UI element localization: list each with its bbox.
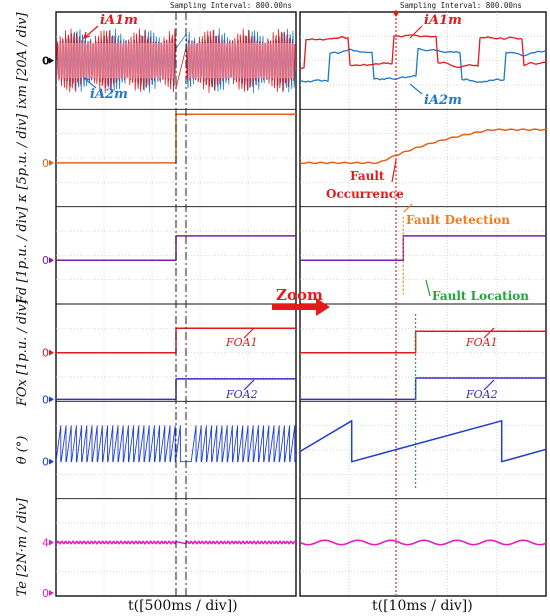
right-panel-traces: [300, 34, 546, 546]
y-axis-label-kappa: κ [5p.u. / div]: [15, 113, 30, 203]
trace-fd-right: [300, 235, 546, 261]
annotation-arrows: [83, 25, 495, 391]
right-panel-grid: [299, 11, 547, 597]
zero-marker-te-arrow-icon: [49, 539, 54, 546]
trace-theta-left: [56, 425, 296, 463]
y-axis-label-te: Te [2N·m / div]: [15, 497, 30, 596]
left-x-axis-label: t([500ms / div]): [128, 598, 238, 614]
zero-marker-ixm-arrow-icon: [49, 57, 54, 64]
arrow-foa2-left: [243, 379, 255, 391]
arrow-fault-occurrence: [391, 159, 397, 183]
zero-marker-extra-te: 0: [42, 587, 49, 600]
arrow-ia2m-left: [83, 77, 97, 89]
trace-envelope-left-2: [188, 43, 294, 79]
zero-marker-kappa: 0: [42, 157, 49, 170]
arrow-head-ia1m-left: [83, 31, 91, 39]
right-x-axis-label: t([10ms / div]): [372, 598, 473, 614]
arrow-ia1m-right: [409, 25, 423, 39]
zero-marker-fd-arrow-icon: [49, 257, 54, 264]
label-foa1-left: FOA1: [225, 336, 258, 349]
zero-marker-fd: 0: [42, 254, 49, 267]
y-axis-label-ixm: ixm [20A / div]: [15, 11, 30, 108]
fault-occurrence-label-2: Occurrence: [326, 187, 404, 201]
label-foa1-right: FOA1: [465, 336, 498, 349]
arrow-foa1-right: [483, 327, 495, 339]
label-foa2-left: FOA2: [225, 388, 258, 401]
arrow-head-ia2m-left: [83, 77, 91, 84]
zero-marker-ixm: 0: [42, 55, 50, 68]
zero-marker-te: 4: [42, 536, 49, 549]
left-panel-traces: [56, 28, 296, 545]
zero-marker-theta-arrow-icon: [49, 458, 54, 465]
label-ia1m-right: iA1m: [424, 13, 462, 28]
y-axis-label-fox: FOx [1p.u. / div]: [15, 298, 30, 407]
zero-marker-fox: 0: [42, 347, 49, 360]
arrow-foa2-right: [483, 379, 495, 391]
trace-envelope-left-1: [58, 43, 174, 79]
arrow-fault-detection: [403, 203, 413, 213]
y-axis-label-fd: Fd [1p.u. / div]: [15, 206, 30, 305]
zero-marker-theta: 0: [42, 456, 49, 469]
zero-marker-extra-fox: 0: [42, 393, 49, 406]
zero-marker-fox-arrow-icon: [49, 349, 54, 356]
zero-marker-extra-fox-arrow-icon: [49, 396, 54, 403]
zoom-arrow-icon: [272, 298, 330, 316]
trace-foa2-right: [300, 377, 546, 401]
trigger-marker-icon: [392, 11, 400, 17]
trace-foa2-left: [56, 378, 296, 401]
zoom-label: Zoom: [276, 286, 323, 304]
trace-ia2m-right: [300, 48, 546, 83]
trace-foa1-left: [56, 327, 296, 354]
zero-marker-extra-te-arrow-icon: [49, 590, 54, 596]
trace-foa1-right: [300, 330, 546, 354]
arrow-ia1m-left: [83, 25, 99, 39]
zero-markers: 0 0 0 0 0 4 0 0: [42, 55, 54, 600]
label-ia2m-right: iA2m: [424, 93, 462, 108]
trace-kappa-left: [56, 113, 296, 164]
trace-ia1m-right: [300, 34, 546, 70]
fault-location-label: Fault Location: [432, 289, 529, 303]
arrow-fault-location: [425, 279, 431, 297]
label-ia2m-left: iA2m: [90, 87, 128, 102]
fault-occurrence-label-1: Fault: [350, 169, 385, 183]
arrow-foa1-left: [243, 327, 255, 339]
fault-detection-label: Fault Detection: [406, 213, 510, 227]
right-sampling-interval: Sampling Interval: 800.00ns: [400, 1, 522, 10]
y-axis-label-theta: θ (°): [15, 436, 30, 465]
trace-te-right: [300, 539, 546, 546]
label-ia1m-left: iA1m: [100, 13, 138, 28]
annotations: iA1m iA2m iA1m iA2m Fault Occurrence Fau…: [90, 13, 529, 401]
trace-te-left: [56, 540, 296, 545]
trace-θ-right: [300, 420, 546, 463]
left-sampling-interval: Sampling Interval: 800.00ns: [170, 1, 292, 10]
zero-marker-kappa-arrow-icon: [49, 159, 54, 166]
trace-kappa-right: [300, 128, 546, 165]
y-axis-labels: ixm [20A / div] κ [5p.u. / div] Fd [1p.u. …: [15, 11, 30, 596]
label-foa2-right: FOA2: [465, 388, 498, 401]
arrow-ia2m-right: [409, 83, 423, 95]
